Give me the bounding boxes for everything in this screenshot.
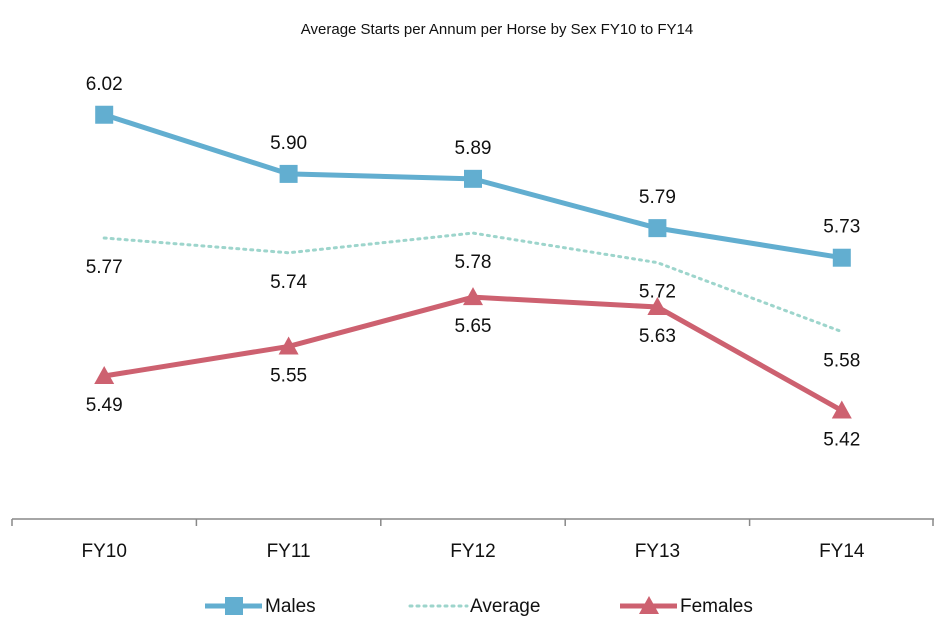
marker	[95, 105, 114, 124]
data-label: 5.73	[823, 217, 860, 238]
series-line	[103, 294, 844, 413]
marker	[832, 248, 851, 267]
legend-marker	[639, 596, 659, 614]
marker	[648, 219, 667, 238]
data-label: 5.55	[270, 365, 307, 386]
legend-marker	[225, 597, 243, 615]
data-label: 5.72	[639, 282, 676, 303]
data-label: 5.78	[455, 252, 492, 273]
x-tick-label: FY12	[450, 541, 495, 562]
data-label: 5.42	[823, 430, 860, 451]
data-label: 5.89	[455, 138, 492, 159]
data-label: 5.63	[639, 326, 676, 347]
legend-label: Average	[470, 596, 540, 617]
x-tick-label: FY13	[635, 541, 680, 562]
data-label: 5.74	[270, 272, 307, 293]
x-tick-label: FY11	[267, 541, 311, 562]
data-label: 5.90	[270, 133, 307, 154]
x-tick-label: FY10	[81, 541, 126, 562]
data-label: 5.77	[86, 257, 123, 278]
data-label: 5.65	[455, 316, 492, 337]
marker	[464, 169, 482, 188]
marker	[831, 400, 852, 419]
legend-label: Females	[680, 596, 753, 617]
marker	[463, 287, 483, 306]
x-tick-label: FY14	[819, 541, 865, 562]
marker	[278, 336, 299, 355]
data-label: 5.49	[86, 395, 123, 416]
data-label: 6.02	[86, 74, 123, 95]
marker	[647, 297, 668, 316]
marker	[94, 366, 115, 385]
data-label: 5.58	[823, 351, 860, 372]
legend-label: Males	[265, 596, 316, 617]
chart-title: Average Starts per Annum per Horse by Se…	[301, 21, 693, 38]
marker	[279, 164, 298, 183]
series-line	[102, 231, 844, 334]
data-label: 5.79	[639, 187, 676, 208]
